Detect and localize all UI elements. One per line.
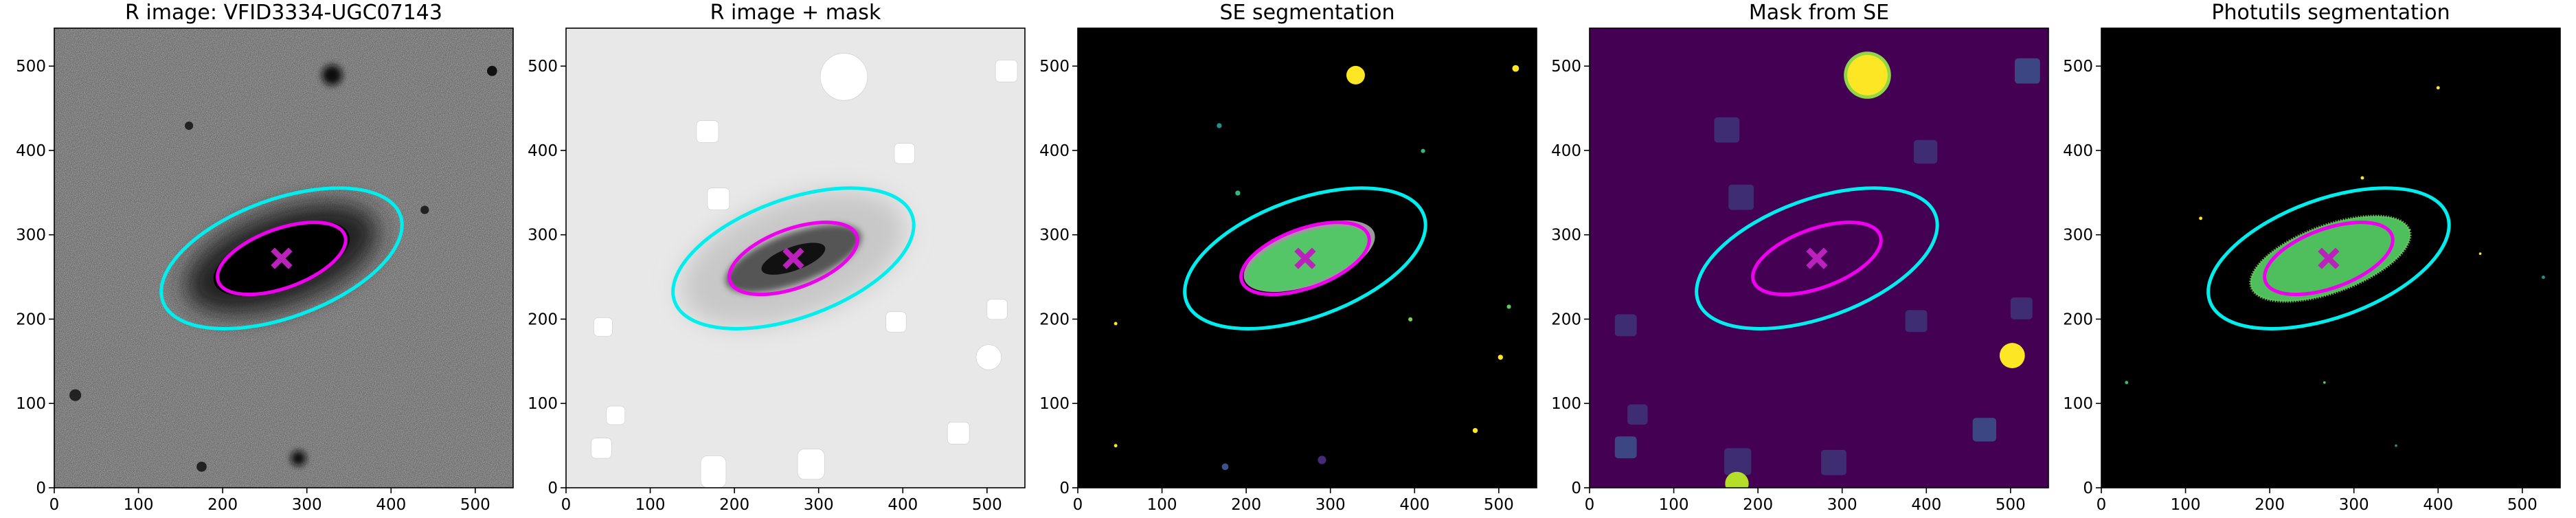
x-tick-label: 500: [972, 496, 1002, 514]
ellipse: [2263, 221, 2395, 297]
panel-title: R image + mask: [710, 1, 881, 25]
y-tick-label: 200: [1039, 311, 1070, 328]
panel: Mask from SE 0 100 200 300 400 500 0 100 200 300 40…: [1551, 1, 2049, 514]
ellipse: [1183, 186, 1427, 330]
y-tick-label: 300: [1039, 227, 1070, 245]
axes-frame: [54, 27, 514, 488]
panel: R image + mask 0 100 200 300 400 500 0 100 200 300…: [528, 1, 1026, 514]
x-tick-label: 200: [1743, 496, 1773, 514]
y-tick-label: 500: [1551, 58, 1581, 76]
panel-title: Mask from SE: [1749, 1, 1889, 25]
center-marker: [1806, 247, 1828, 269]
y-tick-label: 500: [1039, 58, 1070, 76]
x-tick-label: 200: [2255, 496, 2285, 514]
x-tick-label: 200: [207, 496, 238, 514]
ellipse: [1751, 221, 1883, 297]
x-tick-label: 500: [2507, 496, 2538, 514]
ellipse: [671, 186, 916, 330]
ellipse: [1695, 186, 1939, 330]
y-tick-label: 200: [1551, 311, 1581, 328]
axes-frame: [1589, 27, 2049, 488]
x-tick-label: 300: [804, 496, 834, 514]
x-tick-label: 500: [1996, 496, 2026, 514]
y-tick-label: 200: [528, 311, 558, 328]
y-tick-label: 400: [16, 142, 46, 160]
overlay: [1183, 186, 1427, 330]
y-tick-label: 300: [1551, 227, 1581, 245]
overlay: [2206, 186, 2451, 330]
x-tick-label: 400: [888, 496, 918, 514]
y-tick-label: 200: [16, 311, 46, 328]
center-marker: [782, 247, 804, 269]
ellipse: [727, 221, 859, 297]
panel: R image: VFID3334-UGC07143 0 100 200 300 400 5…: [16, 1, 514, 514]
ellipse: [216, 221, 348, 297]
overlay: [1695, 186, 1939, 330]
x-tick-label: 400: [1911, 496, 1941, 514]
x-tick-label: 100: [1659, 496, 1689, 514]
x-tick-label: 300: [292, 496, 322, 514]
x-tick-label: 100: [2171, 496, 2201, 514]
y-tick-label: 500: [16, 58, 46, 76]
y-tick-label: 300: [16, 227, 46, 245]
y-tick-label: 0: [36, 480, 46, 497]
x-tick-label: 100: [635, 496, 666, 514]
x-tick-label: 0: [1073, 496, 1083, 514]
x-tick-label: 400: [376, 496, 406, 514]
y-tick-label: 400: [1551, 142, 1581, 160]
y-tick-label: 100: [2063, 395, 2093, 413]
y-tick-label: 300: [528, 227, 558, 245]
y-tick-label: 100: [1551, 395, 1581, 413]
y-tick-label: 300: [2063, 227, 2093, 245]
x-tick-label: 100: [1147, 496, 1177, 514]
y-tick-label: 500: [2063, 58, 2093, 76]
overlay: [671, 186, 916, 330]
panel: Photutils segmentation 0 100 200 300 400 500 0 1…: [2063, 1, 2561, 514]
axes-frame: [1077, 27, 1537, 488]
y-tick-label: 100: [16, 395, 46, 413]
y-tick-label: 500: [528, 58, 558, 76]
image-mask-se: [1590, 28, 2048, 488]
x-tick-label: 200: [719, 496, 749, 514]
x-tick-label: 0: [561, 496, 572, 514]
x-tick-label: 300: [1827, 496, 1857, 514]
x-tick-label: 200: [1231, 496, 1261, 514]
ellipse: [2206, 186, 2451, 330]
x-tick-label: 500: [460, 496, 490, 514]
y-tick-label: 200: [2063, 311, 2093, 328]
y-tick-label: 400: [1039, 142, 1070, 160]
panel-title: Photutils segmentation: [2211, 1, 2450, 25]
ellipse: [1239, 221, 1371, 297]
y-tick-label: 100: [528, 395, 558, 413]
y-tick-label: 400: [528, 142, 558, 160]
x-tick-label: 300: [2339, 496, 2369, 514]
x-tick-label: 400: [2423, 496, 2453, 514]
ellipse: [159, 186, 404, 330]
y-tick-label: 0: [547, 480, 558, 497]
y-tick-label: 400: [2063, 142, 2093, 160]
x-tick-label: 0: [2097, 496, 2107, 514]
center-marker: [271, 247, 293, 269]
x-tick-label: 100: [124, 496, 154, 514]
y-tick-label: 0: [1059, 480, 1070, 497]
x-tick-label: 300: [1315, 496, 1346, 514]
panel-title: SE segmentation: [1220, 1, 1395, 25]
x-tick-label: 500: [1484, 496, 1514, 514]
overlay: [159, 186, 404, 330]
center-marker: [2318, 247, 2340, 269]
y-tick-label: 0: [2083, 480, 2093, 497]
panel: SE segmentation 0 100 200 300 400 500 0 100 200 30…: [1039, 1, 1537, 514]
axes-frame: [565, 27, 1026, 488]
axes-frame: [2101, 27, 2561, 488]
y-tick-label: 0: [1571, 480, 1581, 497]
x-tick-label: 400: [1399, 496, 1430, 514]
panel-title: R image: VFID3334-UGC07143: [125, 1, 442, 25]
x-tick-label: 0: [49, 496, 60, 514]
y-tick-label: 100: [1039, 395, 1070, 413]
center-marker: [1294, 247, 1316, 269]
x-tick-label: 0: [1585, 496, 1595, 514]
